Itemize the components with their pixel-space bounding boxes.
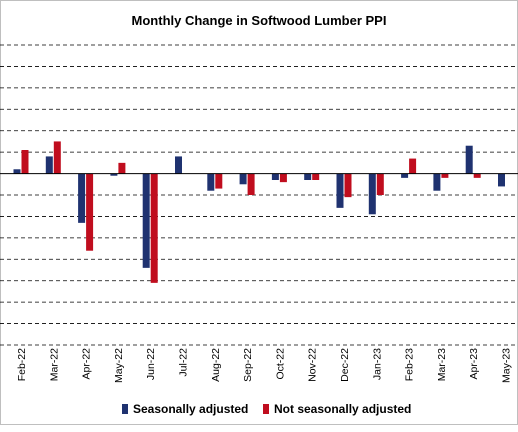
bars: [13, 141, 505, 283]
x-tick-label: May-23: [501, 348, 513, 383]
bar-not-seasonally-adjusted-dec-22: [344, 173, 352, 198]
bar-not-seasonally-adjusted-may-22: [118, 162, 126, 174]
bar-seasonally-adjusted-apr-23: [465, 145, 473, 174]
legend-swatch-seasonally-adjusted: [122, 404, 128, 414]
bar-seasonally-adjusted-apr-22: [78, 173, 86, 223]
legend-label-not-seasonally-adjusted: Not seasonally adjusted: [274, 402, 411, 416]
bar-not-seasonally-adjusted-apr-22: [86, 173, 94, 251]
x-tick-label: Oct-22: [274, 348, 286, 380]
x-tick-label: Sep-22: [242, 348, 254, 382]
bar-seasonally-adjusted-jun-22: [142, 173, 150, 268]
bar-seasonally-adjusted-jan-23: [368, 173, 376, 215]
bar-not-seasonally-adjusted-nov-22: [312, 173, 320, 180]
legend-swatch-not-seasonally-adjusted: [263, 404, 269, 414]
bar-seasonally-adjusted-mar-22: [45, 156, 53, 174]
bar-seasonally-adjusted-aug-22: [207, 173, 215, 191]
x-tick-label: Apr-22: [81, 348, 93, 380]
x-tick-label: Jan-23: [371, 348, 383, 380]
bar-not-seasonally-adjusted-jan-23: [376, 173, 384, 195]
x-tick-label: Mar-23: [436, 348, 448, 381]
x-tick-label: Apr-23: [468, 348, 480, 380]
legend: Seasonally adjusted Not seasonally adjus…: [122, 402, 411, 416]
x-tick-label: Jun-22: [145, 348, 157, 380]
bar-not-seasonally-adjusted-sep-22: [247, 173, 255, 195]
bar-not-seasonally-adjusted-mar-22: [53, 141, 61, 174]
bar-seasonally-adjusted-may-23: [498, 173, 505, 187]
bar-seasonally-adjusted-feb-22: [13, 169, 21, 174]
bar-seasonally-adjusted-jul-22: [175, 156, 182, 174]
x-tick-label: Feb-22: [16, 348, 28, 381]
legend-label-seasonally-adjusted: Seasonally adjusted: [133, 402, 248, 416]
x-tick-label: Aug-22: [210, 348, 222, 382]
bar-seasonally-adjusted-feb-23: [401, 173, 409, 178]
bar-not-seasonally-adjusted-feb-23: [409, 158, 417, 174]
x-tick-label: Feb-23: [404, 348, 416, 381]
x-tick-label: Nov-22: [307, 348, 319, 382]
gridlines: [0, 44, 518, 346]
bar-seasonally-adjusted-dec-22: [336, 173, 344, 208]
bar-not-seasonally-adjusted-oct-22: [279, 173, 287, 183]
bar-seasonally-adjusted-nov-22: [304, 173, 312, 180]
bar-seasonally-adjusted-oct-22: [271, 173, 279, 180]
x-tick-label: May-22: [113, 348, 125, 383]
bar-not-seasonally-adjusted-mar-23: [441, 173, 449, 178]
bar-not-seasonally-adjusted-apr-23: [473, 173, 481, 178]
bar-seasonally-adjusted-mar-23: [433, 173, 441, 191]
chart-title: Monthly Change in Softwood Lumber PPI: [132, 13, 387, 28]
x-tick-label: Mar-22: [48, 348, 60, 381]
bar-not-seasonally-adjusted-aug-22: [215, 173, 223, 189]
x-tick-labels: Feb-22 Mar-22 Apr-22 May-22 Jun-22 Jul-22 Aug-…: [16, 348, 513, 383]
bar-not-seasonally-adjusted-feb-22: [21, 150, 29, 174]
x-tick-label: Dec-22: [339, 348, 351, 382]
bar-seasonally-adjusted-sep-22: [239, 173, 247, 185]
bar-not-seasonally-adjusted-jun-22: [150, 173, 158, 283]
bar-seasonally-adjusted-may-22: [110, 173, 118, 176]
x-tick-label: Jul-22: [178, 348, 190, 377]
